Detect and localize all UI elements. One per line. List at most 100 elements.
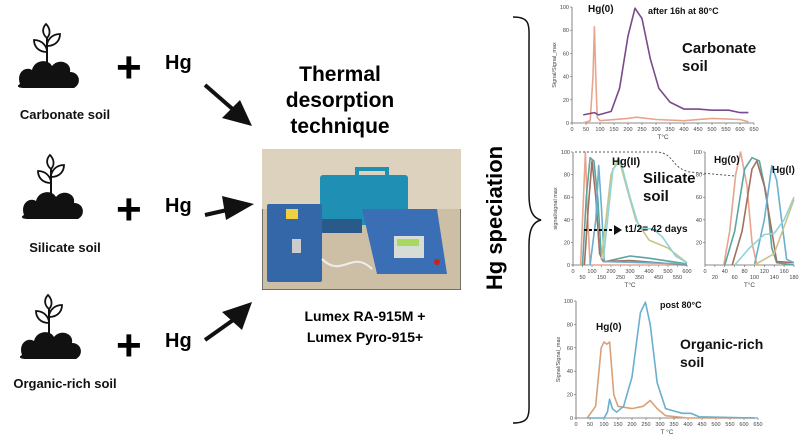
series-line	[589, 164, 688, 266]
chart-annotation: Hg(0)	[588, 4, 614, 15]
organic-thermogram: 0 50 100 150 200 250 300 350 400 450 500 550 600 650 0…	[556, 299, 763, 436]
hg-label: Hg	[165, 330, 192, 352]
y-tick-label: 80	[696, 173, 702, 179]
x-tick-label: 600	[739, 422, 748, 428]
hg-label: Hg	[165, 52, 192, 74]
y-tick-label: 20	[563, 98, 569, 104]
x-tick-label: 400	[683, 422, 692, 428]
x-tick-label: 650	[749, 127, 758, 133]
series-line	[602, 160, 688, 264]
series-line	[723, 151, 758, 266]
chart-annotation: Hg(II)	[612, 156, 641, 168]
x-axis-label: T°C	[657, 133, 669, 140]
x-tick-label: 50	[579, 275, 585, 281]
instrument-ra915m: Lumex RA-915M +	[304, 308, 426, 324]
arrow-icon	[203, 83, 252, 126]
soil-icons-and-arrows	[16, 23, 254, 360]
x-tick-label: 100	[599, 422, 608, 428]
x-tick-label: 50	[587, 422, 593, 428]
x-tick-label: 50	[583, 127, 589, 133]
arrow-icon	[204, 196, 254, 220]
y-tick-label: 0	[570, 416, 573, 422]
y-tick-label: 40	[563, 75, 569, 81]
x-tick-label: 250	[641, 422, 650, 428]
y-tick-label: 40	[564, 218, 570, 224]
x-tick-label: 0	[574, 422, 577, 428]
x-tick-label: 500	[711, 422, 720, 428]
y-tick-label: 80	[567, 322, 573, 328]
y-tick-label: 80	[564, 173, 570, 179]
x-tick-label: 450	[697, 422, 706, 428]
y-axis-label: signal/signal max	[553, 187, 559, 229]
y-axis-label: Signal/Signal_max	[552, 42, 558, 88]
series-line	[582, 25, 749, 124]
x-tick-label: 300	[655, 422, 664, 428]
series-line	[753, 164, 795, 266]
x-tick-label: 140	[770, 275, 779, 281]
y-axis-label: Signal/Signal_max	[556, 336, 562, 382]
instrument-pyro915: Lumex Pyro-915+	[306, 329, 424, 345]
carbonate-soil-label: Carbonate soil	[19, 107, 111, 122]
y-tick-label: 100	[564, 299, 573, 305]
chart-annotation: Hg(0)	[714, 155, 740, 166]
instrument-photo	[262, 149, 461, 290]
y-tick-label: 0	[567, 263, 570, 269]
chart-annotation: Hg(I)	[772, 165, 795, 176]
title-line: desorption	[285, 89, 395, 112]
carbonate-thermogram: 0 50 100 150 200 250 300 350 400 450 500 550 600 650 0…	[552, 5, 759, 140]
x-tick-label: 200	[606, 269, 615, 275]
curly-brace	[512, 16, 542, 424]
x-tick-label: 120	[760, 269, 769, 275]
chart-annotation: after 16h at 80°C	[648, 6, 719, 16]
x-tick-label: 400	[644, 269, 653, 275]
y-tick-label: 60	[563, 51, 569, 57]
x-tick-label: 600	[682, 269, 691, 275]
x-tick-label: 250	[637, 127, 646, 133]
x-tick-label: 350	[665, 127, 674, 133]
y-tick-label: 20	[696, 240, 702, 246]
series-line	[583, 160, 688, 266]
x-tick-label: 20	[712, 275, 718, 281]
technique-title: Thermal desorption technique	[250, 62, 430, 140]
chart-title: Carbonate soil	[682, 40, 757, 75]
title-line: technique	[290, 115, 390, 138]
silicate-thermogram: 0501001502002503003504004505005506000204…	[553, 150, 692, 289]
x-tick-label: 300	[625, 269, 634, 275]
y-tick-label: 60	[564, 195, 570, 201]
x-tick-label: 40	[722, 269, 728, 275]
plus-sign: +	[116, 321, 142, 370]
series-line	[724, 156, 795, 266]
x-tick-label: 500	[707, 127, 716, 133]
x-tick-label: 250	[616, 275, 625, 281]
x-tick-label: 160	[780, 269, 789, 275]
x-tick-label: 450	[693, 127, 702, 133]
x-tick-label: 0	[571, 269, 574, 275]
plus-sign: +	[116, 185, 142, 234]
x-tick-label: 200	[627, 422, 636, 428]
series-line	[731, 160, 795, 266]
x-axis-label: T °C	[661, 428, 674, 436]
chart-annotation: post 80°C	[660, 300, 702, 310]
y-tick-label: 100	[561, 150, 570, 156]
x-tick-label: 150	[597, 275, 606, 281]
series-line	[754, 199, 795, 266]
x-tick-label: 650	[753, 422, 762, 428]
title-line: Thermal	[299, 63, 381, 86]
x-tick-label: 350	[635, 275, 644, 281]
organic-rich-soil-label: Organic-rich soil	[13, 376, 117, 391]
chart-title: Organic-rich soil	[680, 336, 764, 370]
y-tick-label: 60	[696, 195, 702, 201]
x-tick-label: 550	[673, 275, 682, 281]
x-tick-label: 100	[587, 269, 596, 275]
x-tick-label: 450	[654, 275, 663, 281]
arrow-icon	[203, 302, 252, 342]
y-tick-label: 20	[567, 393, 573, 399]
x-axis-label: T°C	[624, 281, 636, 289]
plant-soil-icon	[20, 154, 84, 220]
y-tick-label: 40	[567, 369, 573, 375]
plus-sign: +	[116, 43, 142, 92]
x-tick-label: 550	[721, 127, 730, 133]
dotted-arrows	[575, 151, 736, 235]
series-line	[586, 341, 756, 419]
